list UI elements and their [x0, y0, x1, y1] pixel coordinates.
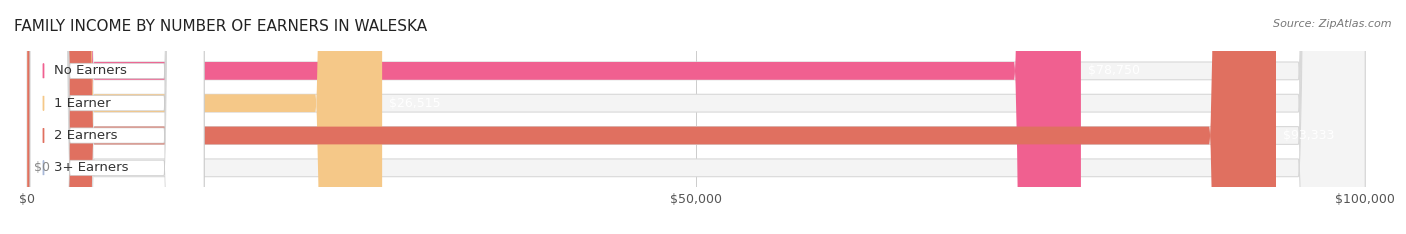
Text: 2 Earners: 2 Earners — [55, 129, 118, 142]
Text: 1 Earner: 1 Earner — [55, 97, 111, 110]
FancyBboxPatch shape — [28, 0, 1365, 234]
FancyBboxPatch shape — [28, 0, 1365, 234]
FancyBboxPatch shape — [28, 0, 1365, 234]
FancyBboxPatch shape — [30, 0, 204, 234]
Text: Source: ZipAtlas.com: Source: ZipAtlas.com — [1274, 19, 1392, 29]
Text: 3+ Earners: 3+ Earners — [55, 161, 129, 174]
FancyBboxPatch shape — [30, 0, 204, 234]
Text: $93,333: $93,333 — [1282, 129, 1334, 142]
Text: No Earners: No Earners — [55, 64, 127, 77]
Text: $26,515: $26,515 — [389, 97, 440, 110]
Text: $78,750: $78,750 — [1088, 64, 1140, 77]
FancyBboxPatch shape — [28, 0, 382, 234]
FancyBboxPatch shape — [28, 0, 1081, 234]
Text: $0: $0 — [34, 161, 51, 174]
Text: FAMILY INCOME BY NUMBER OF EARNERS IN WALESKA: FAMILY INCOME BY NUMBER OF EARNERS IN WA… — [14, 19, 427, 34]
FancyBboxPatch shape — [28, 0, 1365, 234]
FancyBboxPatch shape — [30, 0, 204, 234]
FancyBboxPatch shape — [30, 0, 204, 234]
FancyBboxPatch shape — [28, 0, 1277, 234]
